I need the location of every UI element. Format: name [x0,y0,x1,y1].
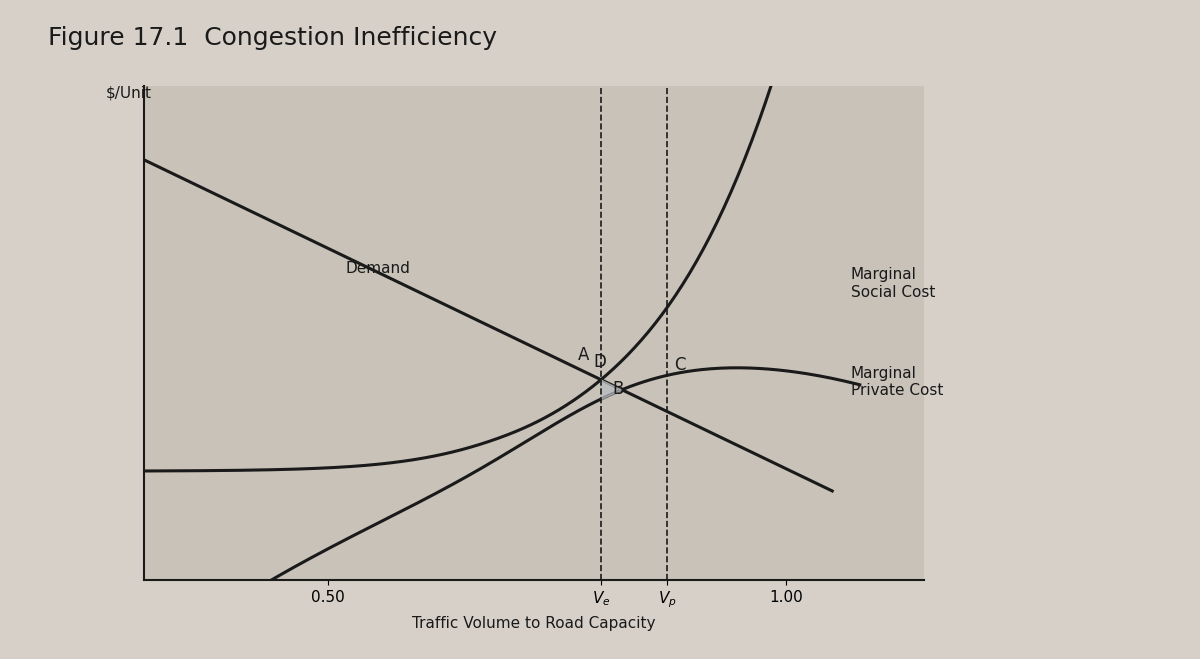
Text: D: D [594,353,606,371]
Y-axis label: $/Unit: $/Unit [106,86,151,101]
Text: Figure 17.1  Congestion Inefficiency: Figure 17.1 Congestion Inefficiency [48,26,497,50]
Text: Marginal
Private Cost: Marginal Private Cost [851,366,943,399]
Text: C: C [674,357,686,374]
X-axis label: Traffic Volume to Road Capacity: Traffic Volume to Road Capacity [413,616,655,631]
Text: Demand: Demand [346,262,410,277]
Text: A: A [578,346,589,364]
Text: Marginal
Social Cost: Marginal Social Cost [851,267,935,300]
Text: B: B [612,380,623,398]
